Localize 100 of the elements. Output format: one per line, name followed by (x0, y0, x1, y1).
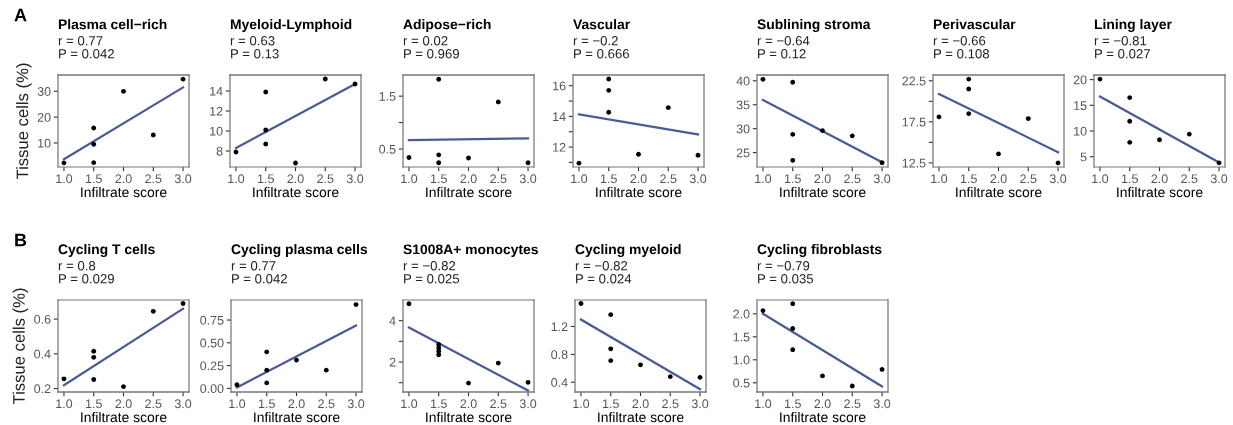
y-tick-label: 25 (736, 148, 750, 158)
y-tick-label: 8 (216, 146, 223, 156)
x-axis-title: Infiltrate score (81, 411, 167, 423)
x-tick-label: 2.5 (145, 399, 162, 409)
text: P = 0.025 (404, 274, 460, 284)
y-tick-label: 1.5 (379, 92, 396, 101)
point (667, 374, 673, 380)
x-tick-label: 2.5 (660, 174, 677, 184)
text: P = 0.13 (231, 49, 279, 59)
text: r = 0.02 (403, 36, 448, 46)
point (1025, 116, 1031, 121)
x-tick-label: 1.5 (85, 174, 102, 184)
point (91, 141, 97, 147)
point (608, 312, 614, 318)
point (91, 377, 97, 382)
y-tick-label: 4 (389, 316, 396, 326)
x-tick-label: 2.0 (115, 174, 132, 184)
y-tick-label: 0.50 (200, 338, 224, 348)
y-tick-label: 12 (210, 106, 223, 116)
chart-title: Cycling T cells (58, 243, 155, 257)
y-tick-label: 40 (736, 76, 750, 86)
x-tick-label: 1.0 (229, 399, 246, 409)
point (263, 141, 269, 147)
point (121, 384, 126, 390)
x-tick-label: 3.0 (174, 174, 192, 184)
y-axis-title: Tissue cells (%) (12, 288, 29, 405)
point (436, 76, 442, 82)
point (849, 383, 855, 389)
point (966, 111, 972, 117)
y-tick-label: 17.5 (902, 117, 926, 127)
x-tick-label: 1.0 (401, 174, 418, 184)
point (91, 348, 97, 354)
text: P = 0.042 (232, 274, 287, 284)
x-tick-label: 3.0 (689, 174, 707, 184)
text: r = 0.63 (230, 36, 275, 46)
x-tick-label: 1.0 (56, 174, 73, 184)
chart-title: Lining layer (1094, 18, 1172, 32)
y-tick-label: 15 (1074, 101, 1087, 110)
chart-title: Adipose−rich (403, 19, 491, 32)
y-tick-label: 0.2 (34, 384, 51, 394)
y-tick-label: 2.0 (733, 309, 750, 319)
text: P = 0.027 (1095, 49, 1150, 59)
point (436, 352, 442, 358)
point (294, 357, 299, 363)
point (436, 152, 442, 158)
text: P = 0.108 (934, 49, 990, 59)
point (1127, 139, 1133, 145)
x-axis-title: Infiltrate score (596, 186, 682, 198)
point (91, 354, 97, 360)
x-tick-label: 2.5 (844, 399, 861, 409)
point (760, 76, 766, 82)
point (525, 379, 531, 385)
y-tick-label: 1.5 (733, 332, 750, 342)
x-tick-label: 1.5 (960, 174, 977, 184)
point (61, 376, 67, 382)
x-tick-label: 3.0 (346, 174, 364, 184)
point (322, 76, 328, 82)
point (608, 346, 614, 352)
point (234, 382, 240, 388)
point (264, 349, 270, 355)
y-axis-title: Tissue cells (%) (16, 63, 32, 180)
x-axis-title: Infiltrate score (1117, 186, 1203, 198)
x-tick-label: 1.0 (228, 174, 245, 184)
point (263, 127, 269, 133)
y-tick-label: 0.75 (200, 315, 224, 325)
chart-title: Cycling fibroblasts (757, 243, 882, 257)
x-tick-label: 2.0 (115, 399, 132, 409)
x-axis-title: Infiltrate score (598, 411, 684, 423)
y-tick-label: 2 (389, 357, 396, 367)
x-tick-label: 1.0 (56, 399, 73, 409)
x-tick-label: 2.0 (630, 174, 647, 184)
point (263, 89, 269, 95)
x-tick-label: 2.0 (287, 174, 304, 184)
point (1186, 131, 1192, 137)
x-tick-label: 1.5 (430, 174, 447, 184)
point (1127, 95, 1133, 101)
x-tick-label: 1.0 (1092, 174, 1109, 184)
text: P = 0.035 (758, 274, 814, 284)
x-axis-title: Infiltrate score (253, 186, 339, 198)
x-axis-title: Infiltrate score (254, 411, 340, 423)
x-tick-label: 1.5 (85, 399, 102, 409)
y-tick-label: 22.5 (902, 76, 926, 86)
y-tick-label: 20 (1073, 75, 1087, 85)
point (879, 160, 885, 166)
x-tick-label: 3.0 (519, 399, 537, 409)
x-tick-label: 2.0 (288, 399, 305, 409)
x-tick-label: 2.0 (1151, 174, 1168, 184)
text: P = 0.12 (758, 49, 806, 59)
x-axis-title: Infiltrate score (81, 186, 167, 198)
chart-title: Cycling myeloid (575, 243, 681, 257)
point (525, 160, 531, 166)
text: r = −0.82 (403, 261, 456, 271)
x-tick-label: 3.0 (347, 399, 365, 409)
x-tick-label: 1.5 (257, 174, 274, 184)
y-tick-label: 10 (1074, 126, 1087, 136)
point (966, 86, 972, 92)
x-tick-label: 1.5 (1121, 174, 1138, 184)
x-tick-label: 1.0 (573, 399, 590, 409)
chart-title: Perivascular (933, 19, 1016, 30)
text: r = −0.81 (1094, 36, 1147, 46)
